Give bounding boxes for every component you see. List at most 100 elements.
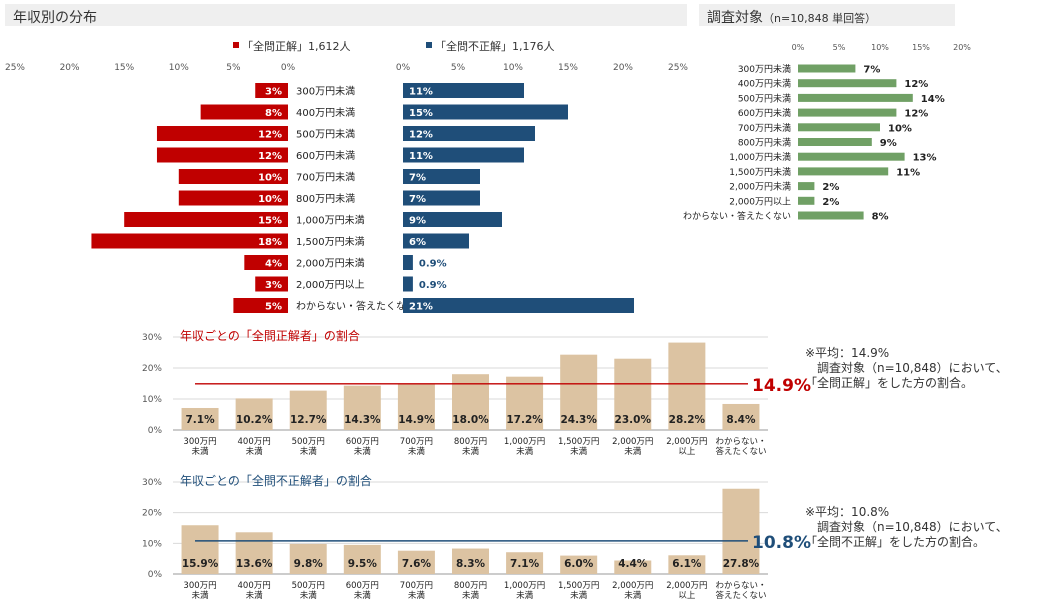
dist-correct-bar — [255, 276, 288, 292]
note-correct: ※平均：14.9% 調査対象（n=10,848）において、 「全問正解」をした方… — [805, 346, 1008, 390]
ratio-category-line: 600万円 — [346, 581, 379, 591]
ratio-category-line: 未満 — [462, 590, 480, 601]
survey-bar — [798, 138, 872, 146]
ratio-category-line: 2,000万円 — [666, 581, 707, 591]
survey-category-label: 700万円未満 — [738, 122, 791, 134]
survey-category-label: 1,500万円未満 — [729, 166, 791, 178]
ratio-bar — [614, 358, 652, 430]
ratio-category-label: 600万円未満 — [346, 581, 379, 601]
ratio-category-line: 未満 — [516, 590, 534, 601]
dist-correct-label: 5% — [265, 302, 282, 313]
survey-bar — [798, 152, 905, 161]
ratio-category-line: 答えたくない — [715, 590, 766, 601]
ratio-y-tick: 20% — [142, 509, 162, 519]
ratio-category-line: 以上 — [678, 591, 696, 601]
ratio-bar — [614, 560, 652, 574]
survey-value-label: 2% — [822, 182, 839, 193]
dist-right-tick: 20% — [613, 63, 633, 73]
ratio-category-line: 2,000万円 — [666, 437, 707, 447]
dist-right-tick: 10% — [503, 63, 523, 73]
ratio-category-label: 800万円未満 — [454, 437, 487, 457]
ratio-bar — [560, 555, 598, 574]
dist-correct-label: 4% — [265, 259, 282, 270]
ratio-value-label: 7.1% — [510, 558, 540, 570]
survey-bar — [798, 182, 815, 191]
ratio-value-label: 6.0% — [564, 558, 594, 570]
ratio-value-label: 9.5% — [348, 558, 378, 570]
ratio-category-line: 300万円 — [183, 437, 216, 447]
ratio-bar — [722, 403, 760, 430]
ratio-category-line: 未満 — [570, 590, 588, 601]
dist-left-tick: 10% — [169, 63, 189, 73]
ratio-bar — [343, 385, 381, 430]
dist-incorrect-bar — [403, 233, 469, 249]
dist-category-label: わからない・答えたくない — [296, 300, 416, 313]
dist-incorrect-label: 12% — [409, 130, 433, 141]
ratio-category-line: 600万円 — [346, 437, 379, 447]
ratio-category-label: わからない・答えたくない — [715, 581, 766, 601]
ratio-category-label: 2,000万円未満 — [612, 581, 653, 601]
ratio-value-label: 6.1% — [672, 558, 702, 570]
ratio-value-label: 9.8% — [294, 558, 324, 570]
ratio-category-line: 1,000万円 — [504, 437, 545, 447]
ratio-category-line: 未満 — [192, 446, 210, 457]
ratio-value-label: 7.1% — [185, 414, 215, 426]
dist-correct-label: 12% — [258, 130, 282, 141]
ratio-category-line: 700万円 — [400, 437, 433, 447]
dist-right-tick: 15% — [558, 63, 578, 73]
dist-correct-label: 15% — [258, 216, 282, 227]
dist-left-tick: 25% — [5, 63, 25, 73]
survey-value-label: 14% — [921, 94, 945, 105]
dist-incorrect-bar — [403, 255, 413, 270]
survey-category-label: 2,000万円以上 — [729, 196, 791, 207]
dist-right-tick: 5% — [451, 63, 466, 73]
ratio-category-line: 300万円 — [183, 581, 216, 591]
dist-category-label: 600万円未満 — [296, 150, 355, 162]
survey-category-label: 300万円未満 — [738, 63, 791, 75]
dist-correct-bar — [244, 255, 288, 270]
ratio-bar — [235, 398, 273, 430]
dist-correct-bar — [124, 212, 288, 227]
dist-incorrect-label: 11% — [409, 87, 433, 98]
dist-incorrect-label: 6% — [409, 237, 426, 248]
ratio-category-label: 800万円未満 — [454, 581, 487, 601]
dist-correct-label: 12% — [258, 151, 282, 162]
survey-category-label: わからない・答えたくない — [683, 210, 791, 222]
ratio-bar — [668, 555, 706, 574]
ratio-category-label: 700万円未満 — [400, 437, 433, 457]
ratio-category-line: 未満 — [408, 446, 426, 457]
dist-left-tick: 15% — [114, 63, 134, 73]
ratio-category-label: 400万円未満 — [238, 437, 271, 457]
dist-correct-label: 10% — [258, 194, 282, 205]
ratio-value-label: 14.3% — [344, 414, 381, 426]
dist-incorrect-label: 7% — [409, 173, 426, 184]
dist-category-label: 1,000万円未満 — [296, 215, 365, 227]
ratio-y-tick: 0% — [148, 570, 163, 580]
dist-category-label: 1,500万円未満 — [296, 236, 365, 248]
ratio-value-label: 8.3% — [456, 558, 486, 570]
distribution-title: 年収別の分布 — [5, 4, 687, 26]
ratio-value-label: 27.8% — [723, 558, 760, 570]
ratio-category-label: 700万円未満 — [400, 581, 433, 601]
ratio-bar — [181, 525, 219, 574]
survey-bar — [798, 167, 889, 176]
dist-correct-bar — [156, 126, 288, 141]
survey-value-label: 10% — [888, 123, 912, 134]
legend-label-incorrect: 「全問不正解」1,176人 — [435, 39, 555, 53]
ratio-y-tick: 20% — [142, 364, 162, 374]
dist-correct-bar — [156, 147, 288, 163]
ratio-category-label: 500万円未満 — [292, 581, 325, 601]
ratio-value-label: 15.9% — [182, 558, 219, 570]
ratio-value-label: 28.2% — [669, 414, 706, 426]
dist-category-label: 500万円未満 — [296, 129, 355, 141]
survey-value-label: 13% — [913, 153, 937, 164]
ratio-value-label: 12.7% — [290, 414, 327, 426]
ratio-category-line: 1,000万円 — [504, 581, 545, 591]
ratio-category-line: 未満 — [624, 446, 642, 457]
dist-incorrect-bar — [403, 126, 535, 141]
ratio-category-line: 2,000万円 — [612, 437, 653, 447]
dist-right-tick: 0% — [396, 63, 411, 73]
dist-incorrect-label: 11% — [409, 151, 433, 162]
survey-tick: 10% — [871, 43, 889, 52]
survey-tick: 0% — [792, 43, 805, 52]
